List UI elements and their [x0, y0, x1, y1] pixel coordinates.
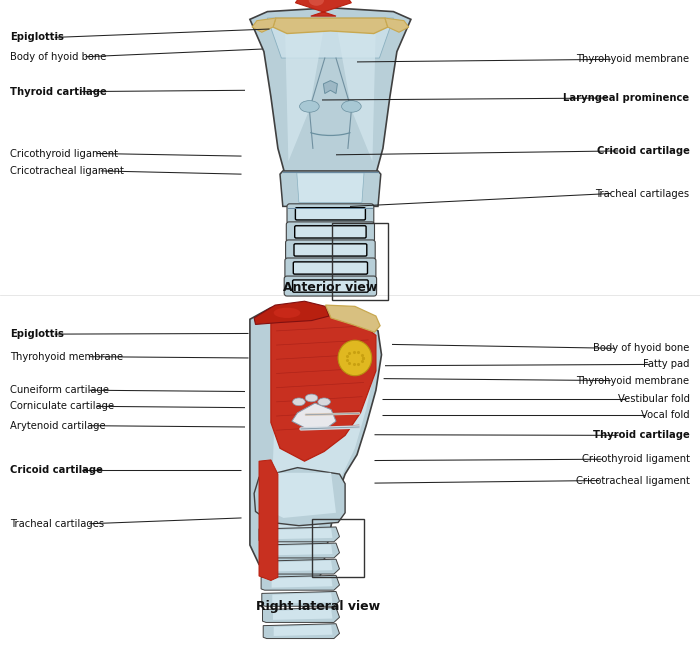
Polygon shape [272, 593, 332, 604]
Text: Epiglottis: Epiglottis [10, 329, 64, 339]
Text: Laryngeal prominence: Laryngeal prominence [564, 93, 690, 103]
FancyBboxPatch shape [287, 204, 374, 224]
Text: Epiglottis: Epiglottis [10, 32, 64, 43]
Polygon shape [292, 403, 336, 429]
Ellipse shape [342, 101, 361, 112]
Polygon shape [259, 527, 340, 542]
Polygon shape [336, 23, 376, 161]
Ellipse shape [274, 308, 300, 318]
FancyBboxPatch shape [286, 240, 375, 260]
Polygon shape [260, 543, 340, 558]
Text: Thyrohyoid membrane: Thyrohyoid membrane [576, 54, 690, 64]
Bar [332, 223, 388, 300]
Text: Vocal fold: Vocal fold [641, 410, 690, 420]
FancyBboxPatch shape [293, 262, 368, 274]
Text: Arytenoid cartilage: Arytenoid cartilage [10, 421, 106, 431]
Ellipse shape [305, 394, 318, 402]
Polygon shape [271, 561, 332, 571]
Polygon shape [297, 173, 364, 203]
Polygon shape [260, 559, 340, 574]
Ellipse shape [300, 101, 319, 112]
Polygon shape [266, 473, 336, 518]
Polygon shape [285, 23, 325, 161]
Ellipse shape [338, 341, 372, 376]
Polygon shape [267, 18, 393, 58]
Polygon shape [254, 301, 329, 324]
Text: Body of hyoid bone: Body of hyoid bone [593, 343, 690, 353]
Text: Cricothyroid ligament: Cricothyroid ligament [10, 148, 118, 159]
FancyBboxPatch shape [293, 280, 368, 292]
Text: Thyroid cartilage: Thyroid cartilage [10, 86, 107, 97]
Text: Right lateral view: Right lateral view [256, 600, 381, 613]
Text: Vestibular fold: Vestibular fold [617, 393, 690, 404]
Polygon shape [271, 316, 375, 545]
Polygon shape [272, 577, 332, 588]
Polygon shape [252, 18, 276, 32]
Text: Thyrohyoid membrane: Thyrohyoid membrane [576, 375, 690, 386]
Text: Cricoid cartilage: Cricoid cartilage [10, 464, 104, 475]
Polygon shape [254, 468, 345, 526]
Polygon shape [273, 18, 388, 34]
Polygon shape [262, 608, 340, 622]
Polygon shape [323, 81, 337, 94]
Text: Cricothyroid ligament: Cricothyroid ligament [582, 454, 690, 464]
Ellipse shape [318, 398, 330, 406]
FancyBboxPatch shape [284, 276, 377, 296]
FancyBboxPatch shape [295, 226, 366, 238]
Ellipse shape [309, 0, 324, 6]
Text: Fatty pad: Fatty pad [643, 359, 690, 370]
Polygon shape [274, 625, 332, 636]
Text: Corniculate cartilage: Corniculate cartilage [10, 401, 115, 412]
Polygon shape [261, 575, 340, 590]
Polygon shape [280, 171, 381, 206]
Polygon shape [250, 303, 382, 584]
Polygon shape [259, 460, 278, 580]
Bar [312, 519, 364, 577]
Text: Anterior view: Anterior view [284, 281, 377, 293]
Polygon shape [263, 624, 340, 639]
Polygon shape [270, 528, 332, 539]
Polygon shape [273, 609, 332, 620]
Polygon shape [326, 305, 380, 332]
FancyBboxPatch shape [295, 208, 365, 220]
FancyBboxPatch shape [286, 222, 374, 242]
Polygon shape [385, 18, 409, 32]
Text: Cricotracheal ligament: Cricotracheal ligament [575, 475, 690, 486]
Ellipse shape [293, 398, 305, 406]
Text: Tracheal cartilages: Tracheal cartilages [596, 188, 690, 199]
FancyBboxPatch shape [285, 258, 376, 278]
Text: Body of hyoid bone: Body of hyoid bone [10, 52, 107, 62]
Polygon shape [295, 0, 351, 16]
FancyBboxPatch shape [294, 244, 367, 256]
Polygon shape [262, 591, 340, 606]
Text: Cuneiform cartilage: Cuneiform cartilage [10, 385, 109, 395]
Text: Cricotracheal ligament: Cricotracheal ligament [10, 166, 125, 176]
Text: Thyroid cartilage: Thyroid cartilage [593, 430, 690, 441]
Polygon shape [270, 544, 332, 555]
Text: Cricoid cartilage: Cricoid cartilage [596, 146, 690, 156]
Text: Thyrohyoid membrane: Thyrohyoid membrane [10, 352, 124, 362]
Text: Tracheal cartilages: Tracheal cartilages [10, 519, 104, 529]
Polygon shape [271, 303, 376, 461]
Polygon shape [250, 8, 411, 174]
